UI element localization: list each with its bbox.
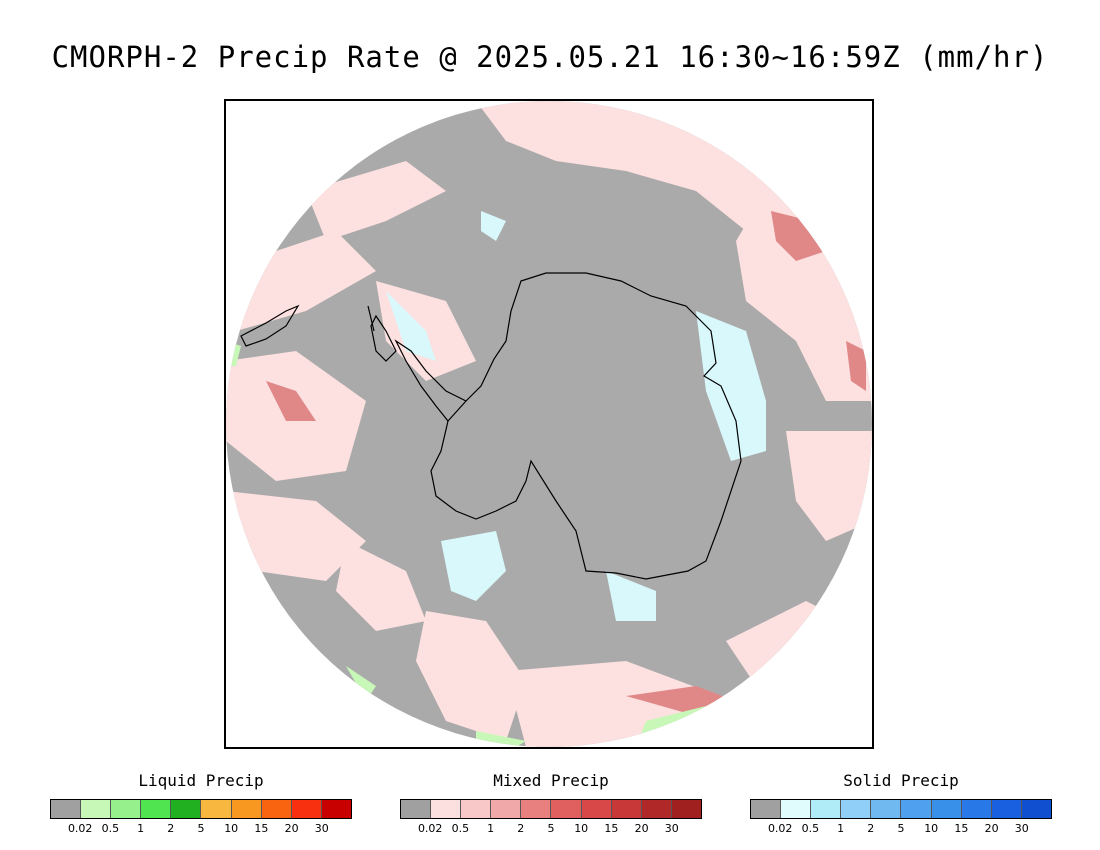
legend-swatch: [461, 800, 492, 818]
legend-swatch: [841, 800, 872, 818]
legend-tick-label: 20: [284, 822, 299, 835]
legend-swatch: [931, 800, 962, 818]
legend-solid: Solid Precip 0.02 0.5 1 2 5 10 15 20 30: [750, 770, 1052, 838]
legend-liquid: Liquid Precip 0.02 0.5 1 2 5 10 15 20 30: [50, 770, 352, 838]
legend-swatch: [431, 800, 462, 818]
legend-tick-label: 0.5: [801, 822, 820, 835]
legend-tick-label: 1: [837, 822, 845, 835]
legend-tick-label: 5: [897, 822, 905, 835]
legend-tick-label: 2: [167, 822, 175, 835]
legend-title: Solid Precip: [843, 771, 959, 790]
legend-swatch: [81, 800, 112, 818]
legend-swatch: [611, 800, 642, 818]
legend-ticks: 0.02 0.5 1 2 5 10 15 20 30: [400, 822, 702, 838]
legend-swatch: [781, 800, 812, 818]
legend-ticks: 0.02 0.5 1 2 5 10 15 20 30: [750, 822, 1052, 838]
legend-tick-label: 30: [664, 822, 679, 835]
legend-tick-label: 0.02: [767, 822, 793, 835]
legend-swatch: [291, 800, 322, 818]
legend-swatch: [521, 800, 552, 818]
legend-tick-label: 15: [604, 822, 619, 835]
legend-tick-label: 20: [634, 822, 649, 835]
new-zealand-south: [240, 304, 300, 347]
legend-swatch: [51, 800, 82, 818]
legend-tick-label: 15: [954, 822, 969, 835]
legend-swatch: [1021, 800, 1051, 818]
legend-swatch: [491, 800, 522, 818]
legend-swatch: [401, 800, 432, 818]
legend-tick-label: 1: [487, 822, 495, 835]
legend-tick-label: 20: [984, 822, 999, 835]
legend-swatch: [141, 800, 172, 818]
legend-tick-label: 5: [197, 822, 205, 835]
legend-swatch: [171, 800, 202, 818]
legend-tick-label: 15: [254, 822, 269, 835]
legend-tick-label: 10: [574, 822, 589, 835]
legend-swatch: [991, 800, 1022, 818]
legend-colorbar: [400, 799, 702, 819]
legend-tick-label: 2: [517, 822, 525, 835]
legend-tick-label: 10: [224, 822, 239, 835]
legend-tick-label: 0.5: [451, 822, 470, 835]
legend-tick-label: 10: [924, 822, 939, 835]
mixed-precip-heavy-regions: [266, 211, 866, 713]
legend-swatch: [551, 800, 582, 818]
legend-tick-label: 0.02: [417, 822, 443, 835]
legend-swatch: [961, 800, 992, 818]
legend-tick-label: 0.02: [67, 822, 93, 835]
legend-tick-label: 5: [547, 822, 555, 835]
polar-precip-map: [224, 99, 874, 749]
legend-swatch: [111, 800, 142, 818]
page-title: CMORPH-2 Precip Rate @ 2025.05.21 16:30~…: [51, 40, 1049, 74]
legend-mixed: Mixed Precip 0.02 0.5 1 2 5 10 15 20 30: [400, 770, 702, 838]
legend-colorbar: [50, 799, 352, 819]
legend-tick-label: 0.5: [101, 822, 120, 835]
legend-swatch: [231, 800, 262, 818]
map-svg: [226, 101, 872, 747]
legend-swatch: [751, 800, 782, 818]
legend-swatch: [581, 800, 612, 818]
legend-colorbar: [750, 799, 1052, 819]
legend-swatch: [641, 800, 672, 818]
legend-swatch: [901, 800, 932, 818]
legend-tick-label: 1: [137, 822, 145, 835]
legend-tick-label: 30: [1014, 822, 1029, 835]
mixed-precip-light-regions: [226, 101, 872, 747]
legend-ticks: 0.02 0.5 1 2 5 10 15 20 30: [50, 822, 352, 838]
legend-swatch: [871, 800, 902, 818]
south-america-tip: [367, 305, 397, 362]
legend-swatch: [811, 800, 842, 818]
antarctic-peninsula: [394, 339, 467, 422]
legend-tick-label: 30: [314, 822, 329, 835]
legend-tick-label: 2: [867, 822, 875, 835]
legend-swatch: [671, 800, 701, 818]
legend-swatch: [261, 800, 292, 818]
legend-title: Mixed Precip: [493, 771, 609, 790]
legend-swatch: [201, 800, 232, 818]
legend-title: Liquid Precip: [138, 771, 264, 790]
legend-swatch: [321, 800, 351, 818]
